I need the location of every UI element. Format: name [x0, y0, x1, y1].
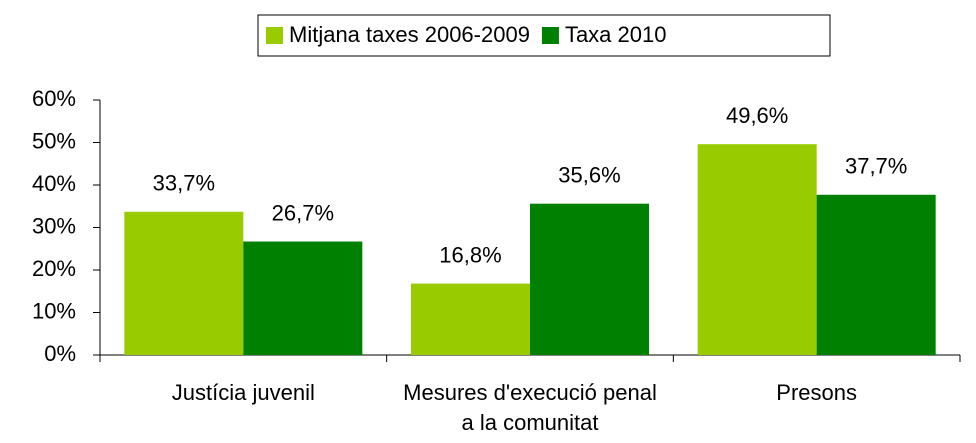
bar [697, 144, 817, 355]
bar [530, 203, 649, 355]
y-tick-label: 50% [32, 128, 76, 153]
bar [124, 211, 244, 355]
legend-label: Mitjana taxes 2006-2009 [289, 22, 530, 47]
x-tick-label: Presons [776, 380, 858, 405]
x-tick-label: Mesures d'execució penal a la comunitat [403, 380, 657, 435]
data-label: 16,8% [439, 242, 501, 267]
y-tick-label: 0% [44, 341, 76, 366]
data-label: 35,6% [558, 163, 620, 188]
y-tick-label: 10% [32, 298, 76, 323]
y-tick-label: 30% [32, 213, 76, 238]
bar [243, 241, 363, 355]
x-tick-label: Justícia juvenil [171, 380, 315, 405]
y-tick-label: 40% [32, 171, 76, 196]
legend-swatch [266, 27, 283, 44]
legend-swatch [541, 27, 559, 44]
y-tick-label: 60% [32, 86, 76, 111]
data-label: 26,7% [272, 200, 334, 225]
legend-label: Taxa 2010 [565, 22, 667, 47]
bar [411, 283, 530, 355]
data-label: 33,7% [153, 171, 215, 196]
data-label: 37,7% [845, 154, 907, 179]
y-tick-label: 20% [32, 256, 76, 281]
data-label: 49,6% [726, 103, 788, 128]
bar [816, 194, 936, 355]
